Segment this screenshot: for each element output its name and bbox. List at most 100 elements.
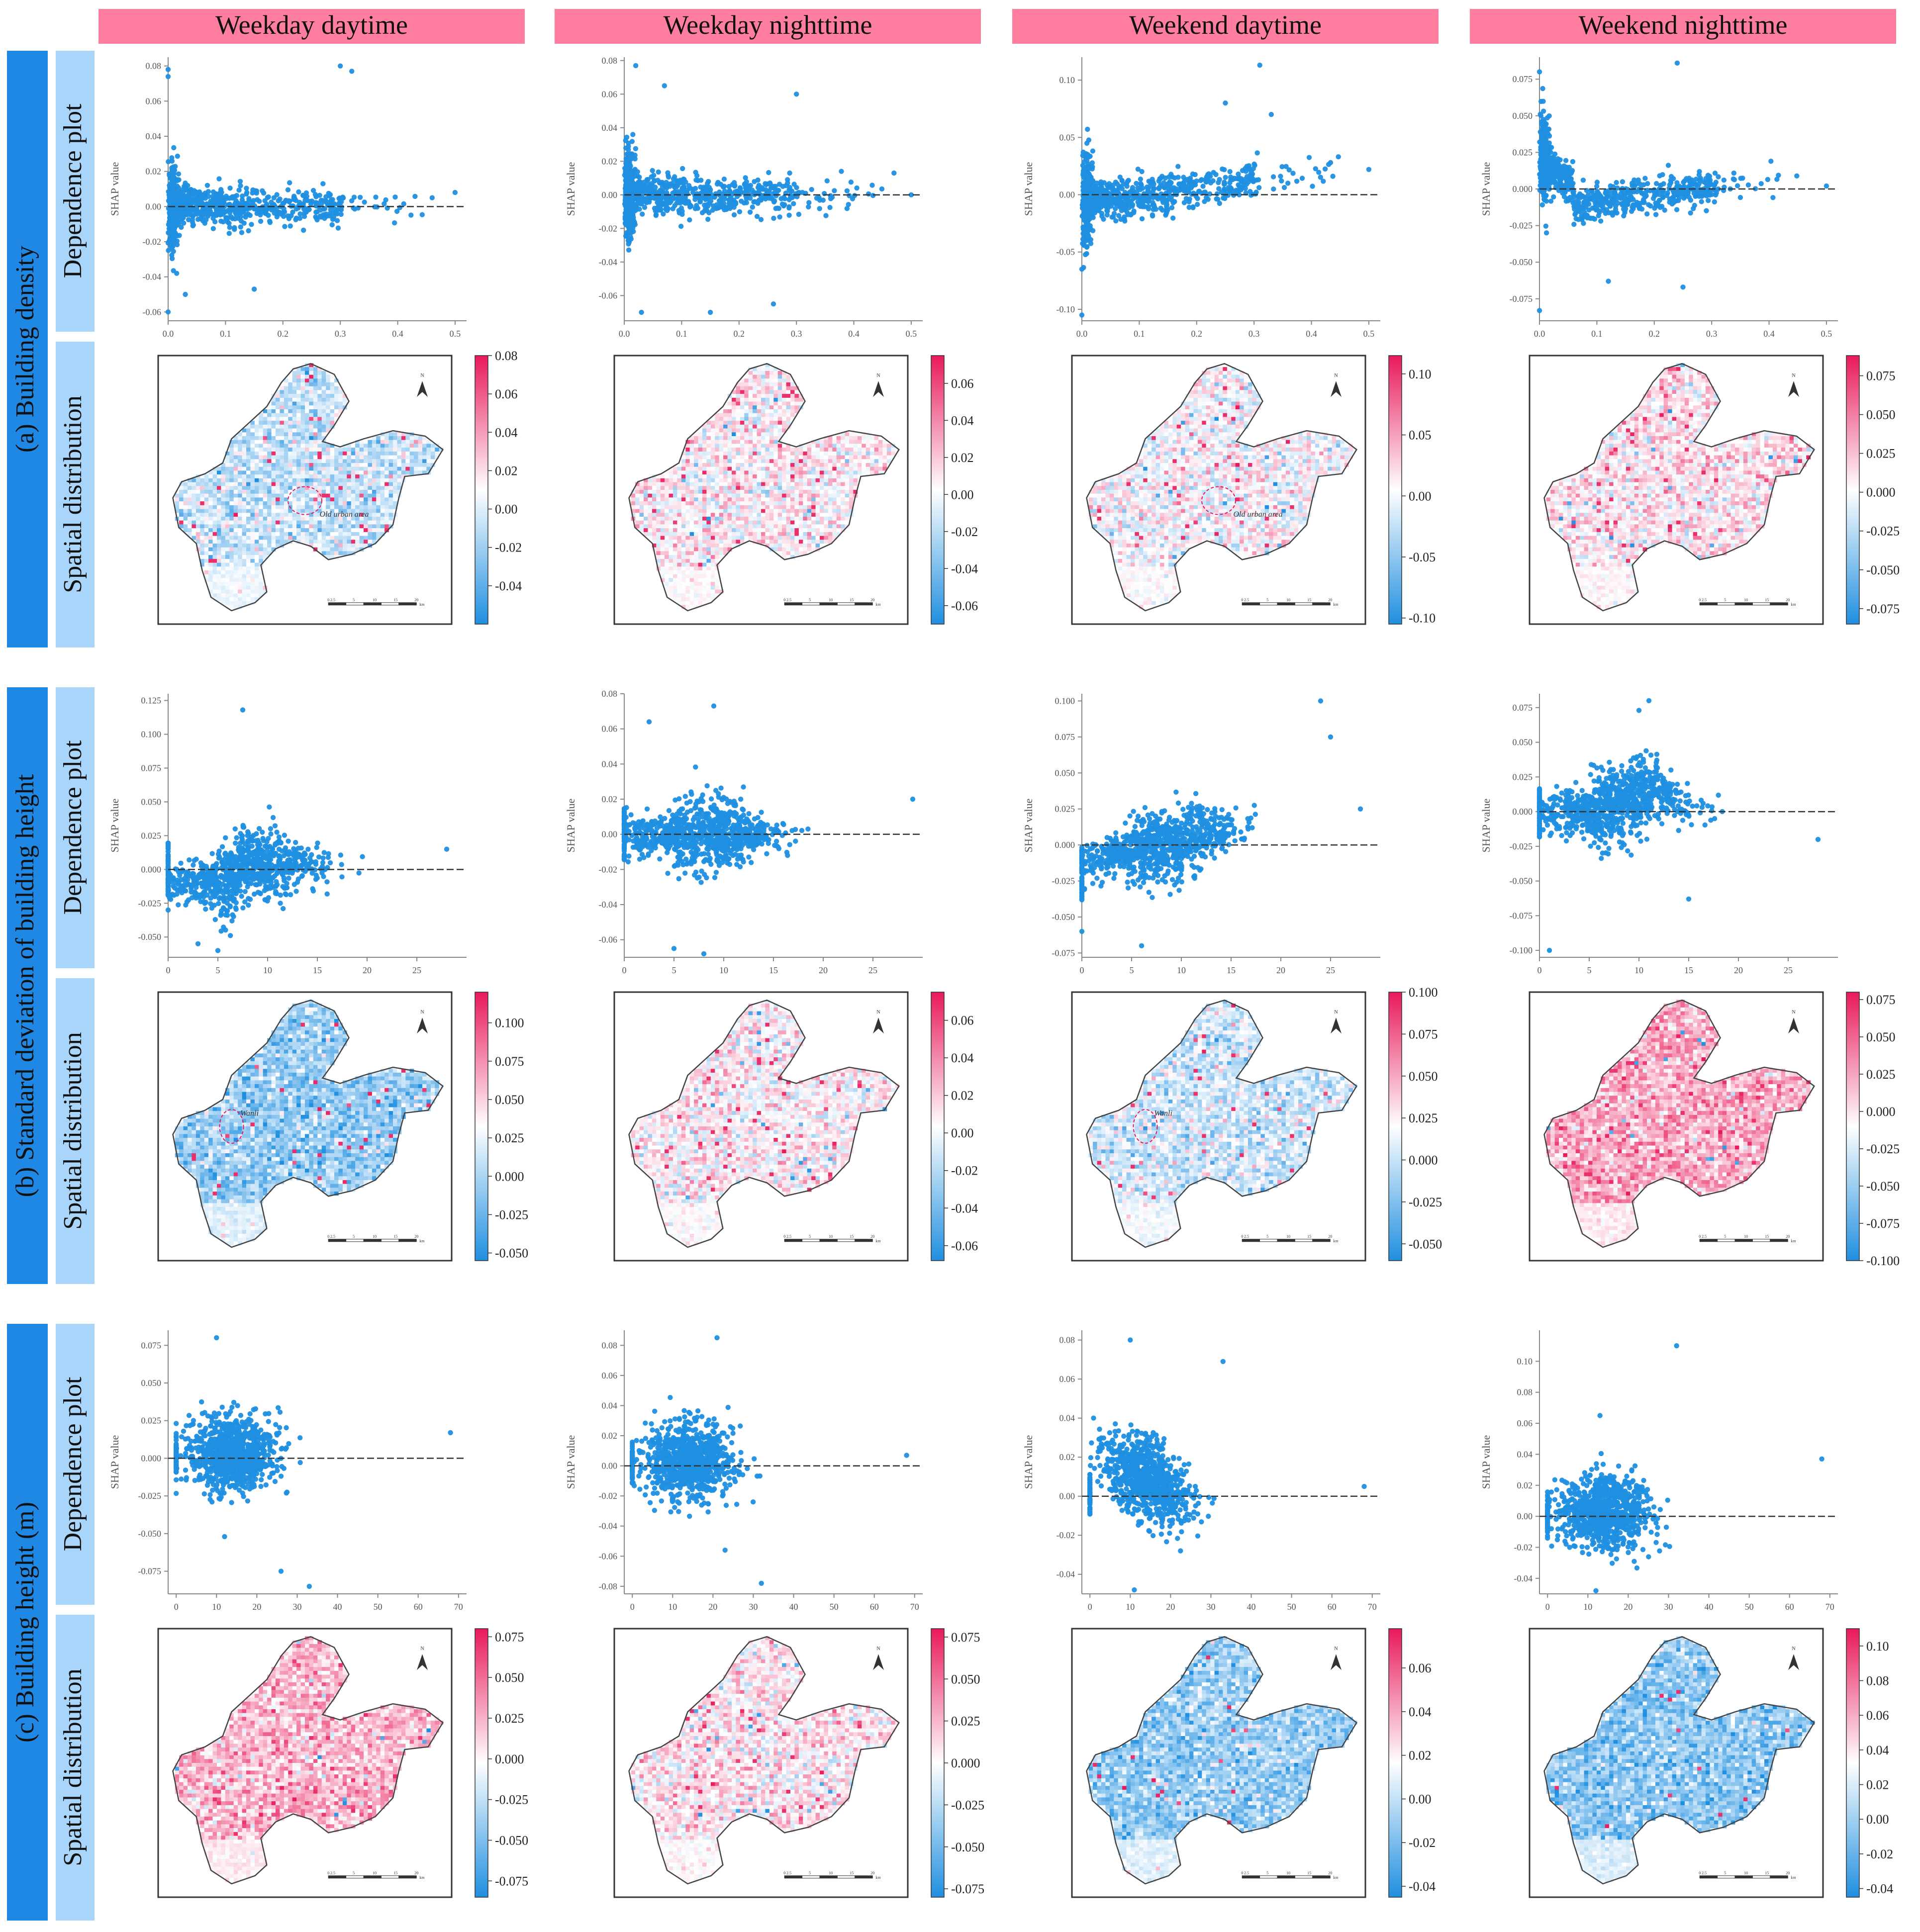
axes: -0.10-0.050.000.050.100.0 0.1 0.2 0.3 0.4 0.5…	[1022, 57, 1380, 339]
scatter-point	[301, 193, 306, 198]
scatter-point	[785, 177, 790, 182]
x-tick-label: 0.0	[1076, 329, 1088, 339]
scatter-point	[230, 216, 235, 221]
scatter-point	[218, 187, 223, 192]
scatter-point	[629, 183, 634, 187]
scatter-point	[847, 193, 852, 198]
scatter-point	[321, 206, 326, 211]
scatter-point	[1146, 206, 1151, 211]
scatter-point	[1085, 127, 1090, 132]
scatter-point	[698, 199, 703, 204]
scatter-point	[200, 218, 205, 223]
scatter-point	[716, 205, 721, 210]
scatter-point	[338, 64, 343, 69]
y-tick-label: -0.06	[599, 290, 618, 300]
scatter-point	[1236, 172, 1241, 177]
y-tick-label: 0.08	[602, 56, 618, 66]
x-tick-label: 0.2	[1191, 329, 1203, 339]
scatter-point	[302, 198, 307, 203]
x-tick-label: 0.2	[278, 329, 289, 339]
scatter-point	[200, 201, 205, 206]
scatter-point	[172, 175, 177, 180]
scatter-point	[349, 69, 354, 74]
scatter-point	[854, 185, 859, 190]
scatter-point	[252, 286, 257, 291]
dependence-plot: -0.10-0.050.000.050.100.0 0.1 0.2 0.3 0.4 0.5…	[1022, 57, 1380, 339]
scatter-point	[693, 206, 698, 211]
scatter-point	[845, 188, 850, 193]
scatter-point	[1140, 216, 1145, 221]
scatter-point	[722, 177, 727, 182]
scatter-point	[744, 179, 749, 184]
scatter-point	[323, 211, 328, 216]
scatter-point	[268, 220, 273, 225]
scatter-point	[213, 205, 218, 210]
scatter-point	[1240, 168, 1245, 173]
scatter-point	[828, 193, 833, 198]
spatial-distribution-label: Spatial distribution	[59, 1668, 87, 1866]
scatter-point	[225, 219, 230, 224]
scatter-point	[1175, 164, 1180, 169]
scatter-point	[757, 197, 762, 202]
scatter-point	[183, 292, 188, 297]
scatter-point	[191, 212, 196, 217]
scatter-point	[297, 216, 302, 221]
scatter-point	[168, 243, 173, 248]
scatter-point	[1223, 175, 1228, 180]
scatter-point	[1216, 186, 1221, 191]
scatter-point	[641, 183, 646, 187]
scatter-point	[169, 236, 174, 241]
scatter-point	[183, 185, 188, 190]
scatter-point	[1215, 191, 1220, 196]
scatter-point	[1204, 195, 1209, 200]
y-tick-label: 0.05	[1059, 132, 1075, 142]
scatter-point	[650, 168, 655, 173]
scatter-point	[280, 201, 285, 206]
column-header-label: Weekend nighttime	[1578, 10, 1787, 40]
scatter-point	[313, 214, 318, 219]
scatter-point	[1198, 178, 1203, 183]
scatter-point	[1105, 208, 1110, 213]
scatter-point	[751, 199, 756, 204]
scatter-point	[825, 179, 830, 184]
scatter-point	[678, 224, 683, 229]
scatter-point	[191, 223, 195, 228]
scatter-point	[728, 201, 733, 206]
scatter-point	[401, 201, 406, 206]
y-axis-label: SHAP value	[1022, 162, 1035, 216]
scatter-point	[655, 178, 660, 183]
scatter-point	[706, 210, 711, 215]
scatter-point	[238, 183, 243, 188]
y-tick-label: 0.06	[602, 89, 618, 99]
scatter-point	[783, 183, 788, 188]
scatter-point	[845, 206, 850, 211]
scatter-point	[266, 213, 271, 218]
scatter-point	[623, 175, 628, 180]
scatter-point	[1098, 182, 1103, 186]
scatter-points	[166, 64, 458, 315]
scatter-point	[738, 186, 743, 191]
scatter-point	[671, 206, 675, 211]
scatter-point	[1130, 185, 1135, 190]
scatter-point	[282, 224, 287, 229]
scatter-point	[776, 206, 781, 211]
scatter-point	[171, 268, 176, 273]
axes: -0.06-0.04-0.020.000.020.040.060.080.0 0.…	[108, 57, 467, 339]
scatter-point	[239, 230, 244, 235]
column-header-label: Weekday nighttime	[663, 10, 872, 40]
scatter-point	[628, 204, 633, 209]
scatter-point	[676, 196, 681, 201]
y-tick-label: -0.04	[599, 257, 618, 267]
scatter-point	[1126, 212, 1131, 217]
y-tick-label: -0.04	[143, 272, 162, 282]
scatter-point	[774, 188, 779, 193]
scatter-point	[1160, 198, 1165, 203]
scatter-point	[806, 204, 811, 209]
scatter-point	[1118, 217, 1123, 222]
scatter-point	[169, 253, 174, 258]
scatter-point	[188, 187, 193, 192]
scatter-point	[870, 193, 875, 198]
scatter-point	[771, 301, 776, 306]
scatter-point	[1138, 177, 1143, 182]
